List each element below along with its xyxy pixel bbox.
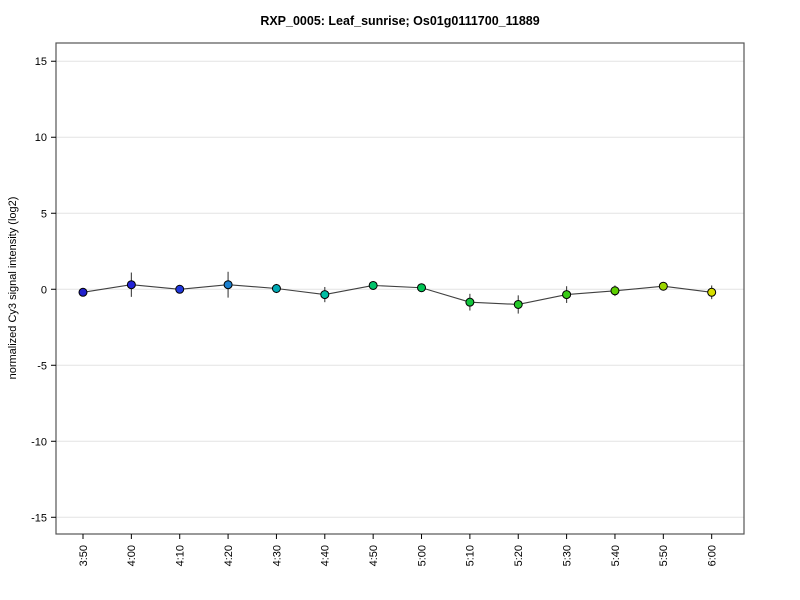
x-tick-label: 4:00	[126, 545, 138, 566]
y-tick-label: -15	[31, 512, 47, 524]
x-tick-label: 4:30	[271, 545, 283, 566]
data-point	[707, 287, 717, 297]
data-point	[465, 297, 475, 307]
x-tick-label: 5:50	[658, 545, 670, 566]
data-point	[175, 284, 185, 294]
x-tick-label: 6:00	[707, 545, 719, 566]
x-tick-label: 3:50	[78, 545, 90, 566]
y-tick-label: -10	[31, 436, 47, 448]
x-tick-label: 4:50	[368, 545, 380, 566]
y-tick-label: 5	[41, 208, 47, 220]
chart-title: RXP_0005: Leaf_sunrise; Os01g0111700_118…	[260, 14, 540, 28]
data-point	[610, 286, 620, 296]
series-line	[82, 284, 712, 306]
data-point	[126, 280, 136, 290]
x-tick-label: 5:10	[465, 545, 477, 566]
y-tick-label: 15	[35, 56, 47, 68]
data-point	[368, 280, 378, 290]
data-point	[78, 287, 88, 297]
data-point	[320, 290, 330, 300]
x-tick-label: 4:20	[223, 545, 235, 566]
y-tick-label: 0	[41, 284, 47, 296]
data-point	[513, 299, 523, 309]
data-point	[223, 280, 233, 290]
data-point	[658, 281, 668, 291]
y-tick-label: -5	[37, 360, 47, 372]
plot-box	[55, 42, 745, 535]
data-point	[562, 290, 572, 300]
x-tick-label: 5:40	[610, 545, 622, 566]
x-tick-label: 4:40	[320, 545, 332, 566]
data-point	[417, 283, 427, 293]
x-tick-label: 5:30	[561, 545, 573, 566]
y-tick-label: 10	[35, 132, 47, 144]
x-tick-label: 4:10	[175, 545, 187, 566]
x-tick-label: 5:00	[416, 545, 428, 566]
data-point	[271, 284, 281, 293]
x-tick-label: 5:20	[513, 545, 525, 566]
